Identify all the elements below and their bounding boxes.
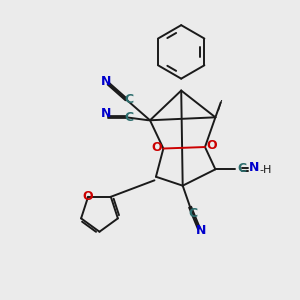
Text: C: C xyxy=(124,111,134,124)
Text: O: O xyxy=(152,140,162,154)
Text: O: O xyxy=(83,190,93,203)
Text: O: O xyxy=(206,139,217,152)
Text: C: C xyxy=(188,207,198,220)
Text: -H: -H xyxy=(260,165,272,175)
Text: C: C xyxy=(238,162,247,175)
Text: /: / xyxy=(218,98,222,111)
Text: N: N xyxy=(101,107,112,120)
Text: N: N xyxy=(249,161,259,174)
Text: N: N xyxy=(196,224,206,237)
Text: N: N xyxy=(101,75,112,88)
Text: C: C xyxy=(124,93,134,106)
